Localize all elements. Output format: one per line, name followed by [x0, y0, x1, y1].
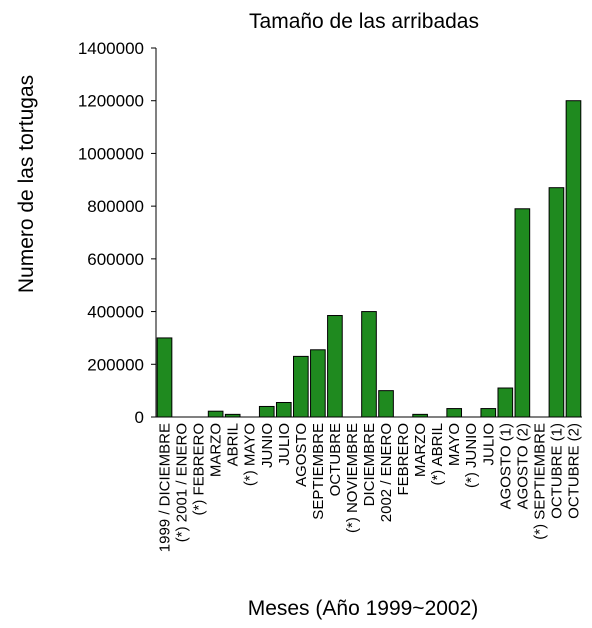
- y-tick-label: 200000: [87, 355, 144, 374]
- y-tick-label: 800000: [87, 197, 144, 216]
- y-tick-label: 0: [135, 408, 144, 427]
- x-tick-label: (*) MAYO: [242, 423, 259, 486]
- x-tick-label: (*) FEBRERO: [191, 423, 208, 516]
- bar: [497, 387, 514, 418]
- x-tick-label: OCTUBRE: [327, 423, 344, 496]
- y-tick-label: 1000000: [78, 144, 144, 163]
- x-tick-label: (*) 2001 / ENERO: [174, 423, 191, 542]
- bar: [327, 315, 343, 418]
- bar: [156, 337, 173, 418]
- x-tick-label: FEBRERO: [395, 423, 412, 496]
- x-tick-label: JULIO: [480, 423, 497, 466]
- x-tick-label: AGOSTO: [293, 423, 310, 487]
- bar: [275, 402, 292, 418]
- bar: [293, 355, 309, 418]
- x-tick-label: OCTUBRE (2): [565, 423, 582, 519]
- x-tick-label: 2002 / ENERO: [378, 423, 395, 522]
- chart-title: Tamaño de las arribadas: [249, 10, 479, 33]
- y-axis-label: Numero de las tortugas: [15, 75, 38, 293]
- bar: [446, 408, 463, 418]
- x-tick-label: MARZO: [412, 423, 429, 477]
- y-tick-label: 600000: [87, 250, 144, 269]
- bar: [514, 208, 531, 418]
- y-tick-label: 1400000: [78, 39, 144, 58]
- bar: [378, 390, 394, 418]
- x-tick-label: ABRIL: [225, 423, 242, 466]
- x-tick-label: (*) ABRIL: [429, 423, 446, 486]
- bar: [480, 408, 497, 418]
- x-tick-label: JULIO: [276, 423, 293, 466]
- bar: [565, 100, 582, 418]
- x-tick-label: SEPTIEMBRE: [310, 423, 327, 520]
- x-tick-labels: 1999 / DICIEMBRE (*) 2001 / ENERO (*) FEBR…: [157, 423, 583, 552]
- x-tick-label: 1999 / DICIEMBRE: [157, 423, 174, 552]
- x-tick-label: OCTUBRE (1): [548, 423, 565, 519]
- x-axis-label: Meses (Año 1999~2002): [248, 597, 479, 620]
- bar: [207, 410, 224, 418]
- bars: [156, 100, 582, 418]
- x-tick-label: AGOSTO (2): [514, 423, 531, 509]
- x-tick-label: MARZO: [208, 423, 225, 477]
- x-tick-label: MAYO: [446, 423, 463, 466]
- x-tick-label: AGOSTO (1): [497, 423, 514, 509]
- x-tick-label: (*) JUNIO: [463, 423, 480, 488]
- x-tick-label: JUNIO: [259, 423, 276, 468]
- y-axis-ticks: 0 200000 400000 600000 800000 1000000 1200000 1…: [78, 39, 156, 427]
- x-tick-label: (*) NOVIEMBRE: [344, 423, 361, 533]
- bar: [361, 311, 377, 418]
- bar: [548, 187, 565, 418]
- x-tick-label: DICIEMBRE: [361, 423, 378, 506]
- y-tick-label: 400000: [87, 303, 144, 322]
- bar: [310, 349, 326, 418]
- x-tick-label: (*) SEPTIEMBRE: [531, 423, 548, 540]
- y-tick-label: 1200000: [78, 92, 144, 111]
- bar: [258, 405, 275, 418]
